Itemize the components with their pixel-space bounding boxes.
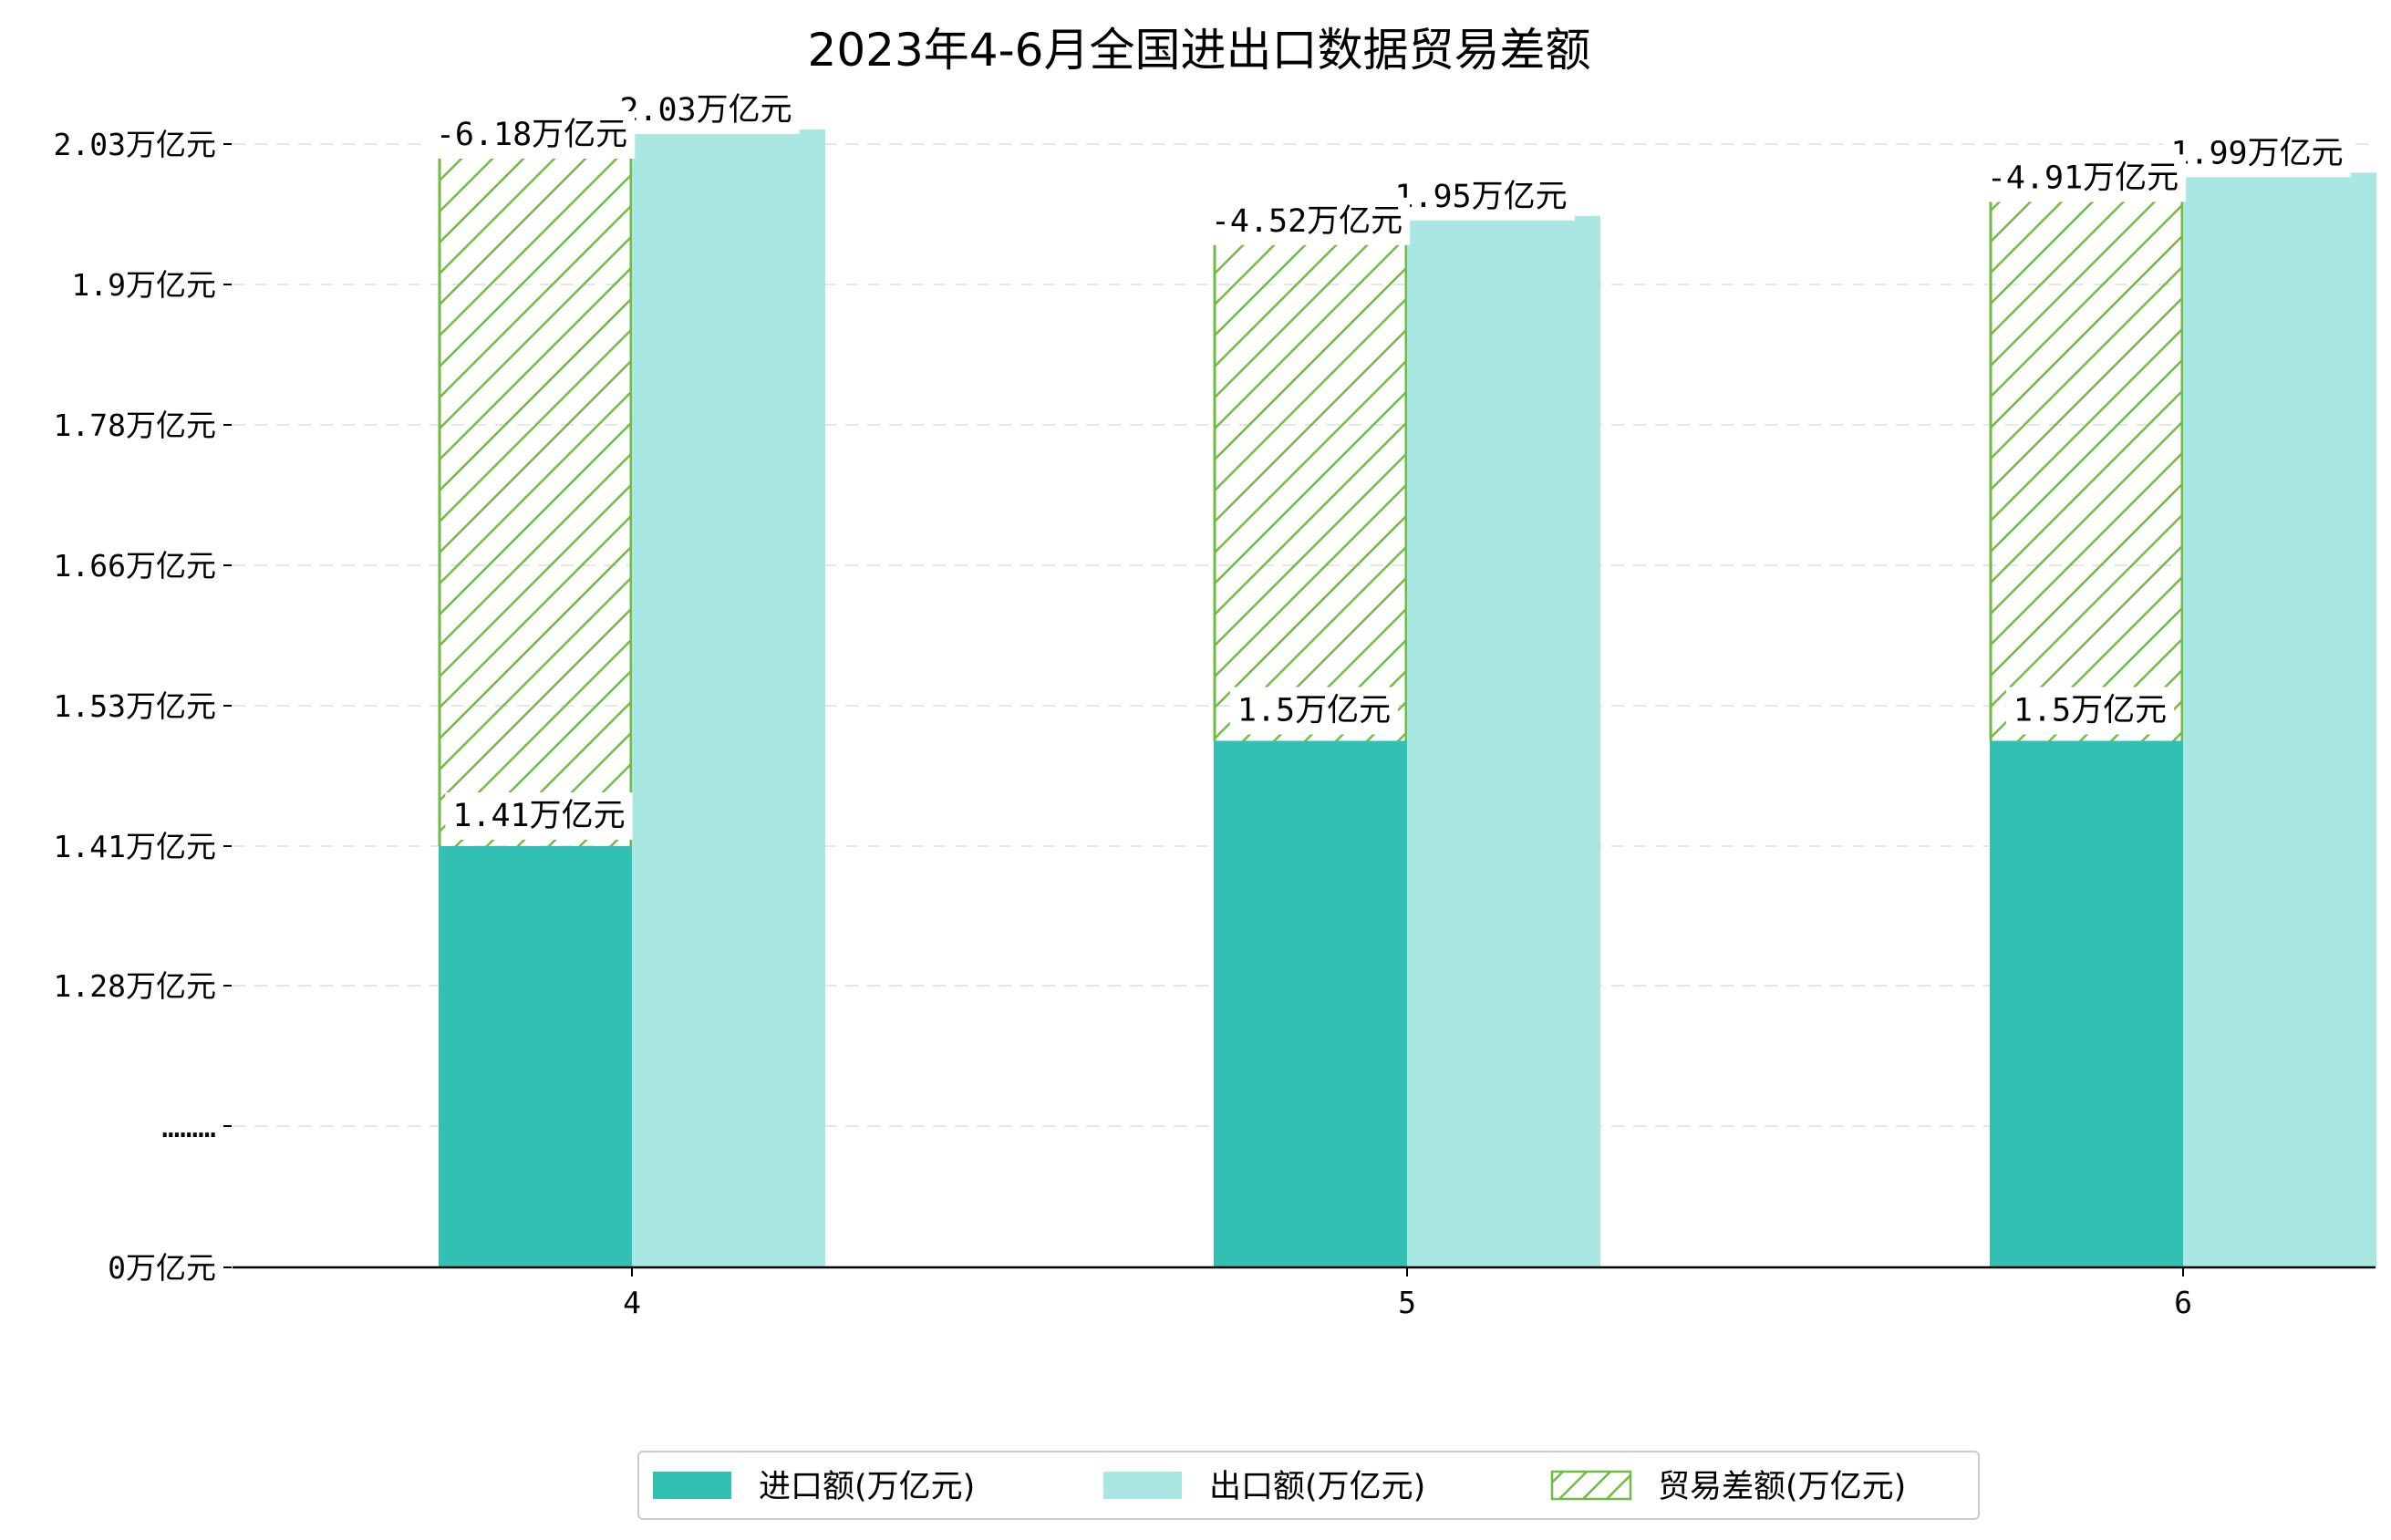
legend-swatch-balance: [1550, 1470, 1632, 1501]
bar-export: [632, 129, 825, 1267]
y-tick-label: ………: [161, 1109, 216, 1144]
bars: [438, 129, 2376, 1267]
data-label-balance: -4.52万亿元: [1211, 203, 1403, 240]
bar-import: [1990, 740, 2183, 1267]
bar-import: [1214, 740, 1407, 1267]
data-label-export-box: [612, 87, 800, 134]
data-label-balance: -6.18万亿元: [436, 117, 627, 153]
bar-export: [2183, 172, 2376, 1267]
x-axis: 4 5 6: [233, 1266, 2375, 1320]
data-label-balance: -4.91万亿元: [1987, 160, 2179, 196]
bar-export: [1407, 215, 1600, 1267]
data-label-export: 1.95万亿元: [1394, 179, 1567, 215]
y-tick-label: 0万亿元: [108, 1250, 216, 1286]
chart-title: 2023年4-6月全国进出口数据贸易差额: [808, 24, 1591, 77]
data-label-import-box: [2005, 687, 2175, 735]
data-labels: 2.03万亿元-6.18万亿元 1.41万亿元 1.95万亿元-4.52万亿元 1.5…: [428, 87, 2351, 840]
y-tick-label: 2.03万亿元: [54, 127, 216, 162]
x-tick-label: 6: [2174, 1285, 2192, 1320]
data-label-export: 2.03万亿元: [619, 92, 792, 129]
data-label-balance-box: [428, 111, 636, 159]
data-label-import-box: [1229, 687, 1399, 735]
x-tick-label: 4: [623, 1285, 641, 1320]
y-tick-label: 1.78万亿元: [54, 408, 216, 443]
legend-label-export: 出口额(万亿元): [1209, 1469, 1425, 1505]
data-label-export: 1.99万亿元: [2170, 135, 2343, 171]
bar-import: [439, 846, 632, 1267]
y-tick-label: 1.66万亿元: [54, 548, 216, 584]
legend-label-import: 进口额(万亿元): [759, 1469, 975, 1505]
bar-trade-balance: [1214, 230, 1407, 741]
data-label-import-box: [445, 792, 633, 840]
y-axis: 0万亿元 ……… 1.28万亿元 1.41万亿元 1.53万亿元 1.66万亿元 1.78万…: [54, 127, 232, 1286]
y-tick-label: 1.9万亿元: [71, 267, 216, 303]
data-label-balance-box: [1979, 154, 2187, 202]
data-label-export-box: [1387, 172, 1575, 221]
data-label-import: 1.5万亿元: [2013, 693, 2167, 729]
bar-trade-balance: [1990, 187, 2183, 741]
data-label-export-box: [2163, 129, 2351, 178]
legend-label-balance: 贸易差额(万亿元): [1658, 1469, 1906, 1505]
legend: 进口额(万亿元) 出口额(万亿元) 贸易差额(万亿元): [637, 1451, 1980, 1520]
y-tick-label: 1.53万亿元: [54, 688, 216, 724]
legend-swatch-export: [1103, 1472, 1182, 1499]
legend-frame: [637, 1451, 1980, 1520]
data-label-import: 1.5万亿元: [1237, 693, 1391, 729]
legend-swatch-import: [653, 1472, 731, 1499]
data-label-balance-box: [1203, 197, 1411, 245]
data-label-import: 1.41万亿元: [452, 798, 625, 834]
bar-trade-balance: [439, 144, 632, 846]
y-tick-label: 1.28万亿元: [54, 968, 216, 1004]
x-tick-label: 5: [1398, 1285, 1416, 1320]
y-tick-label: 1.41万亿元: [54, 829, 216, 864]
